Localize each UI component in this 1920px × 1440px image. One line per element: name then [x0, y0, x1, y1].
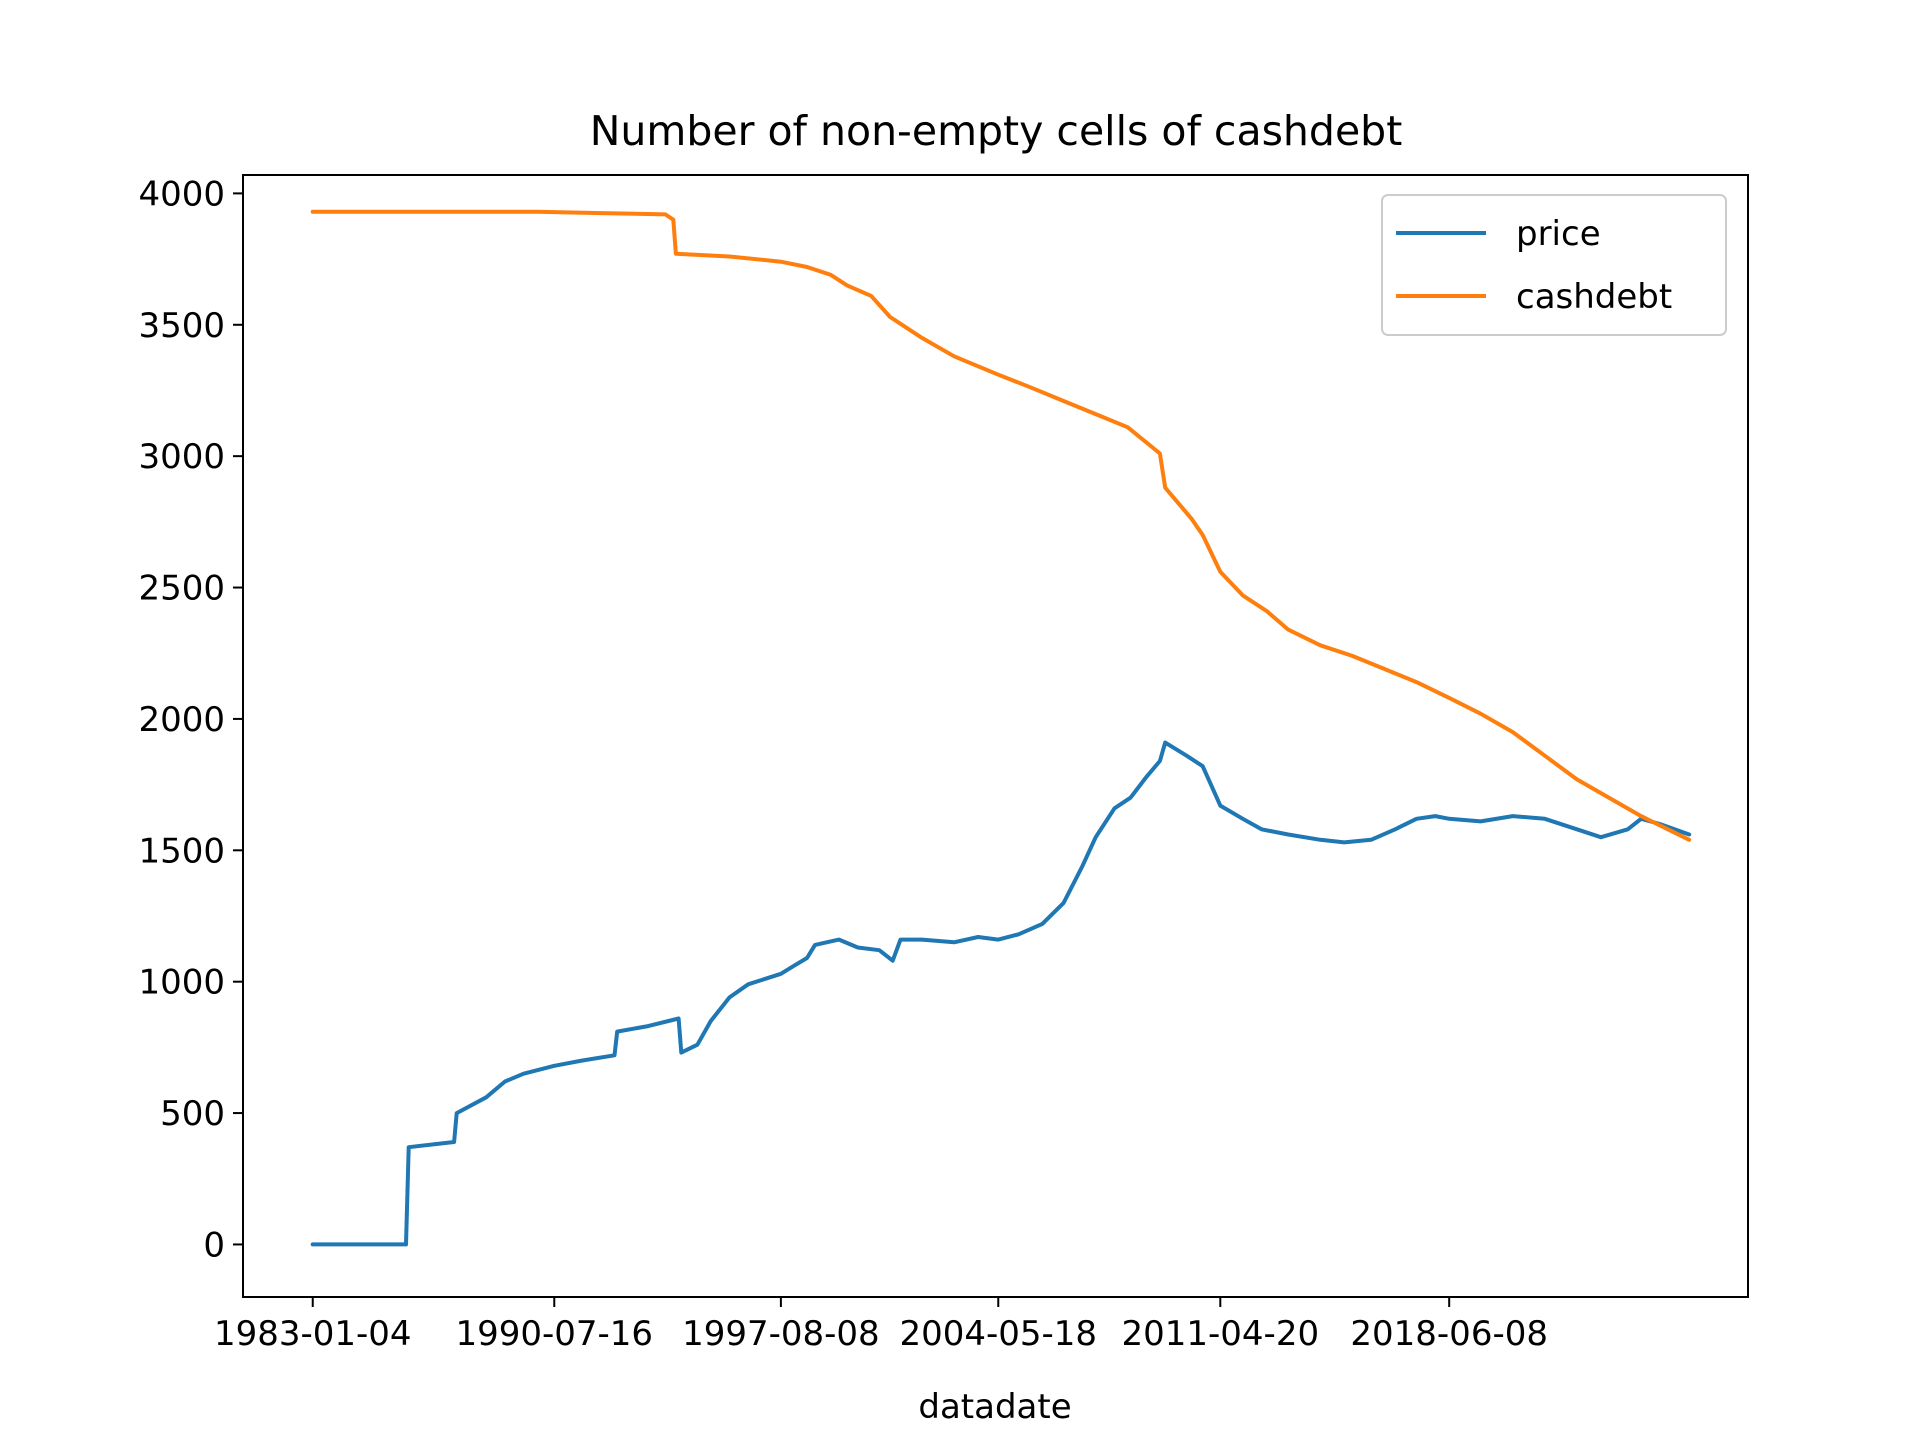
y-tick-label: 4000: [138, 174, 225, 214]
legend-box: [1381, 194, 1727, 336]
y-tick-label: 2000: [138, 700, 225, 740]
chart-title: Number of non-empty cells of cashdebt: [590, 107, 1403, 155]
y-tick-label: 2500: [138, 569, 225, 609]
y-tick-label: 1500: [138, 831, 225, 871]
x-tick-label: 2018-06-08: [1350, 1314, 1548, 1354]
x-axis-title: datadate: [918, 1387, 1071, 1427]
y-tick-label: 3500: [138, 306, 225, 346]
y-tick-label: 500: [160, 1094, 225, 1134]
legend-label-price: price: [1516, 214, 1601, 254]
series-layer: [310, 209, 1692, 1247]
x-axis: 1983-01-04 1990-07-16 1997-08-08 2004-05-18…: [214, 1297, 1548, 1354]
y-tick-label: 0: [203, 1225, 225, 1265]
series-line-cashdebt: [310, 209, 1692, 842]
x-tick-label: 2011-04-20: [1122, 1314, 1320, 1354]
legend-label-cashdebt: cashdebt: [1516, 277, 1672, 317]
y-tick-label: 3000: [138, 437, 225, 477]
x-tick-label: 1990-07-16: [455, 1314, 653, 1354]
legend: price cashdebt: [1381, 194, 1727, 336]
x-tick-label: 1983-01-04: [214, 1314, 412, 1354]
series-line-price: [310, 740, 1692, 1247]
y-tick-label: 1000: [138, 963, 225, 1003]
y-axis: 0 500 1000 1500 2000 2500 3000 3500 4000: [138, 174, 243, 1265]
plot-frame: [242, 174, 1749, 1298]
x-tick-label: 2004-05-18: [899, 1314, 1097, 1354]
x-tick-label: 1997-08-08: [682, 1314, 880, 1354]
